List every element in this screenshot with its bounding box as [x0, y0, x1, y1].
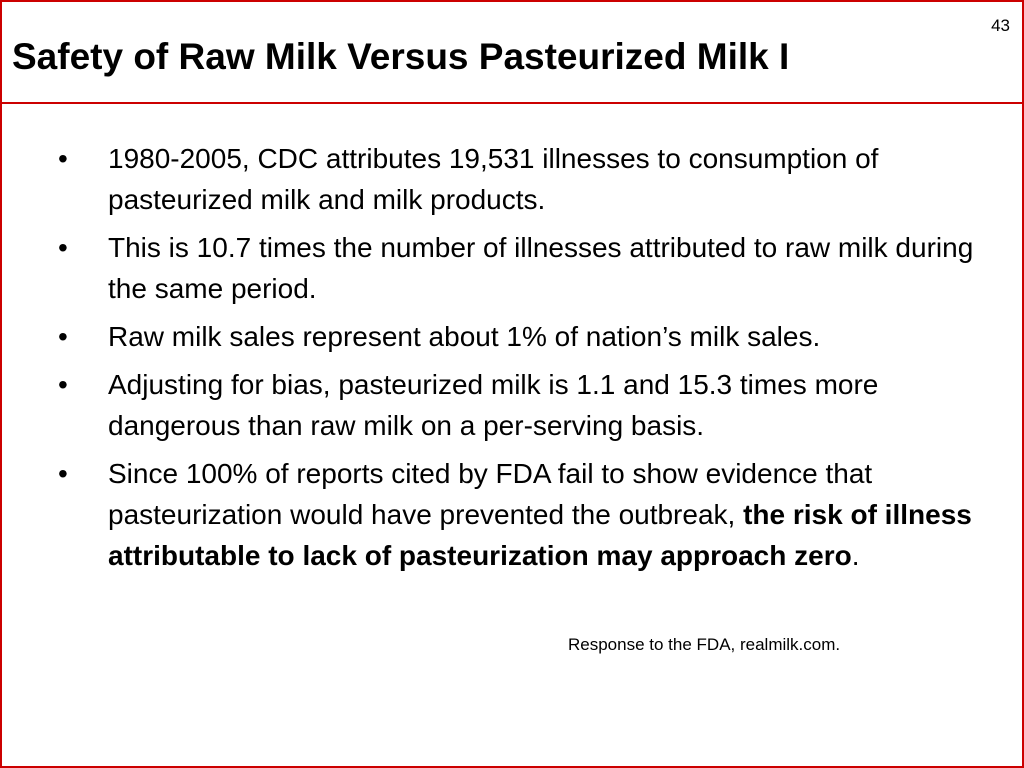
bullet-list: • 1980-2005, CDC attributes 19,531 illne… — [58, 138, 1008, 583]
slide-title: Safety of Raw Milk Versus Pasteurized Mi… — [12, 36, 790, 77]
bullet-marker: • — [58, 321, 68, 352]
bullet-bold-text: the risk of illness attributable to lack… — [108, 499, 972, 571]
bullet-item: • This is 10.7 times the number of illne… — [58, 227, 1008, 309]
bullet-text: Since 100% of reports cited by FDA fail … — [108, 458, 873, 530]
bullet-text: This is 10.7 times the number of illness… — [108, 232, 974, 304]
bullet-marker: • — [58, 232, 68, 263]
slide-header: Safety of Raw Milk Versus Pasteurized Mi… — [2, 2, 1022, 104]
bullet-text: Raw milk sales represent about 1% of nat… — [108, 321, 821, 352]
bullet-marker: • — [58, 369, 68, 400]
bullet-tail-text: . — [851, 540, 860, 571]
source-citation: Response to the FDA, realmilk.com. — [568, 635, 841, 654]
bullet-item: • Adjusting for bias, pasteurized milk i… — [58, 364, 1008, 446]
bullet-text: Adjusting for bias, pasteurized milk is … — [108, 369, 879, 441]
bullet-item: • 1980-2005, CDC attributes 19,531 illne… — [58, 138, 1008, 220]
bullet-marker: • — [58, 458, 68, 489]
slide-number: 43 — [991, 16, 1010, 35]
bullet-item: • Since 100% of reports cited by FDA fai… — [58, 453, 1008, 576]
bullet-item: • Raw milk sales represent about 1% of n… — [58, 316, 1008, 357]
bullet-marker: • — [58, 143, 68, 174]
bullet-text: 1980-2005, CDC attributes 19,531 illness… — [108, 143, 879, 215]
